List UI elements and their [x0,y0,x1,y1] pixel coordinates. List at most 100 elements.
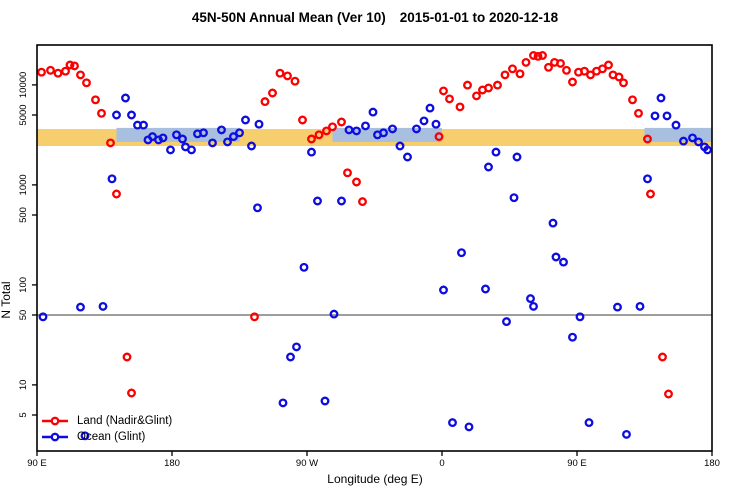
data-point-land [634,108,643,118]
data-point-ocean [464,422,474,432]
data-point-land [598,64,607,74]
data-point-land [445,94,454,104]
y-tick-label: 500 [18,207,29,223]
data-point-ocean [178,134,187,144]
data-point-ocean [613,302,622,312]
data-point-ocean [286,352,295,362]
data-point-land [619,78,628,88]
data-point-land [538,51,547,60]
data-point-land [484,83,493,93]
data-point-land [314,130,324,140]
data-point-land [268,88,277,98]
data-point-land [544,62,553,72]
data-point-ocean [229,132,238,142]
data-point-ocean [187,145,196,155]
data-point-ocean [379,128,388,138]
data-point-land [614,72,624,82]
data-point-ocean [439,285,448,295]
data-point-ocean [526,294,535,304]
data-point-land [529,51,538,60]
x-tick-label: 180 [164,458,180,469]
data-point-land [664,389,673,399]
data-point-ocean [491,147,501,157]
data-point-land [61,66,70,76]
chart-title-dates: 2015-01-01 to 2020-12-18 [399,10,559,25]
data-point-ocean [352,126,361,136]
x-tick-label: 180 [704,458,720,469]
data-point-ocean [361,121,370,131]
y-tick-label: 50 [18,310,29,321]
data-point-ocean [412,124,421,134]
legend-label-land: Land (Nadir&Glint) [77,415,173,427]
data-point-land [97,108,106,118]
y-tick-label: 10000 [18,72,29,98]
data-point-ocean [199,128,208,138]
data-point-ocean [671,120,681,130]
data-point-ocean [121,93,130,103]
data-point-land [604,60,613,70]
data-point-land [580,66,589,76]
data-point-ocean [241,115,250,125]
data-point-land [343,168,352,178]
chart-title-region: 45N-50N Annual Mean (Ver 10) [191,10,386,25]
data-point-land [515,69,525,79]
data-point-ocean [320,396,330,406]
data-point-land [122,352,132,362]
data-point-land [533,51,543,61]
data-point-land [106,138,115,148]
data-point-ocean [299,262,309,272]
data-point-ocean [694,137,703,147]
data-point-land [250,312,259,322]
data-point-ocean [337,196,346,206]
data-point-land [70,61,79,71]
data-point-ocean [38,312,48,322]
data-point-land [53,68,63,78]
data-point-ocean [98,301,108,311]
data-point-ocean [650,111,660,121]
data-point-ocean [559,257,568,267]
data-point-land [260,97,270,107]
data-point-land [658,352,667,362]
data-point-ocean [481,284,490,294]
legend-item-ocean: Ocean (Glint) [41,429,172,445]
data-point-ocean [662,111,672,121]
data-point-ocean [551,252,561,262]
data-point-land [76,70,85,80]
data-point-ocean [235,128,244,138]
data-point-ocean [254,119,264,129]
data-point-land [322,126,331,136]
ocean-series-symbol-icon [42,432,68,442]
legend-item-land: Land (Nadir&Glint) [41,413,172,429]
data-point-ocean [158,133,168,143]
data-point-ocean [313,196,322,206]
x-tick-label: 0 [439,458,444,469]
data-point-land [508,64,517,74]
data-point-ocean [679,136,688,146]
data-point-land [112,189,121,199]
data-point-ocean [703,145,712,155]
data-point-ocean [548,218,558,228]
data-point-ocean [688,133,697,143]
data-point-ocean [166,145,175,155]
data-point-ocean [457,248,466,258]
data-point-ocean [419,116,429,126]
data-point-ocean [584,418,594,428]
data-point-ocean [307,147,316,157]
x-tick-label: 90 E [567,458,587,469]
data-point-ocean [127,110,136,120]
data-point-ocean [656,93,666,103]
data-point-land [290,76,300,86]
data-point-land [82,78,91,88]
data-point-land [283,71,292,81]
data-point-ocean [253,203,262,213]
data-point-land [91,95,100,105]
data-point-ocean [484,162,493,172]
x-axis-title: Longitude (deg E) [327,472,423,486]
data-point-ocean [502,317,511,327]
y-tick-label: 5000 [18,104,29,125]
data-point-ocean [643,174,652,184]
data-point-ocean [139,120,148,130]
data-point-land [521,57,531,67]
data-point-land [337,117,346,127]
data-point-land [628,95,637,105]
